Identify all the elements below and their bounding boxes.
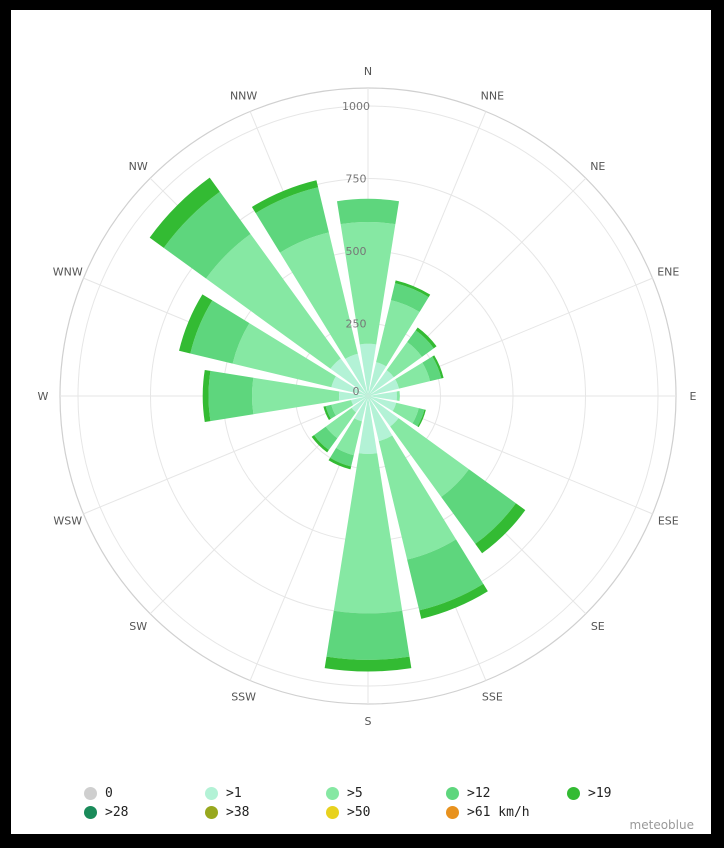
wedge-ssw-series-1 xyxy=(354,396,368,422)
wedge-w-series-2 xyxy=(252,377,340,415)
wedge-se-series-4 xyxy=(475,503,526,554)
wedge-sse-series-4 xyxy=(419,583,488,619)
direction-label-nnw: NNW xyxy=(230,90,257,103)
wedge-nw-series-4 xyxy=(149,177,220,248)
direction-label-ssw: SSW xyxy=(231,690,256,703)
direction-label-sw: SW xyxy=(129,620,147,633)
wedge-w-series-4 xyxy=(202,369,211,423)
wedge-e-series-2 xyxy=(396,390,400,402)
wedge-ssw-series-4 xyxy=(328,457,352,470)
direction-label-ne: NE xyxy=(590,160,605,173)
wedge-ene-series-2 xyxy=(395,362,431,389)
wedge-ene-series-1 xyxy=(368,379,400,396)
wedge-sse-series-3 xyxy=(407,539,484,611)
direction-label-nne: NNE xyxy=(481,90,504,103)
direction-label-se: SE xyxy=(591,620,605,633)
direction-label-e: E xyxy=(690,390,697,403)
radial-tick-label-250: 250 xyxy=(346,318,367,331)
wedge-wnw-series-2 xyxy=(232,323,336,388)
wedge-ssw-series-3 xyxy=(330,447,354,467)
direction-label-ese: ESE xyxy=(658,514,679,527)
wedge-nw-series-2 xyxy=(206,234,341,369)
wedge-s-series-2 xyxy=(333,453,403,614)
radial-tick-label-500: 500 xyxy=(346,245,367,258)
direction-label-sse: SSE xyxy=(482,690,503,703)
wedge-sw-series-3 xyxy=(314,426,338,450)
wedge-ene-series-4 xyxy=(432,355,444,379)
wedge-nne-series-4 xyxy=(394,280,431,298)
wedge-sse-series-2 xyxy=(378,435,457,560)
wedge-ne-series-4 xyxy=(415,327,437,349)
wedge-sw-series-2 xyxy=(325,407,357,439)
wedge-ne-series-1 xyxy=(368,370,394,396)
spoke-wsw xyxy=(83,395,369,515)
wedge-nne-series-3 xyxy=(390,283,429,312)
direction-label-n: N xyxy=(364,65,372,78)
wedge-s-series-3 xyxy=(326,610,410,660)
wedge-se-series-3 xyxy=(441,469,516,544)
wedge-nw-series-3 xyxy=(163,191,251,279)
wedge-n-series-3 xyxy=(336,198,400,225)
wedge-ese-series-1 xyxy=(368,396,397,412)
wedge-e-series-1 xyxy=(368,391,397,401)
wedge-n-series-1 xyxy=(359,343,377,396)
wedge-nne-series-1 xyxy=(368,362,387,396)
wedge-nnw-series-3 xyxy=(255,187,329,253)
wedge-wnw-series-1 xyxy=(331,376,368,396)
wedge-nnw-series-2 xyxy=(279,232,358,359)
wedge-w-series-1 xyxy=(339,391,368,401)
direction-label-w: W xyxy=(38,390,49,403)
wedge-s-series-1 xyxy=(358,396,378,454)
wedge-nw-series-1 xyxy=(330,358,368,396)
wedge-nne-series-2 xyxy=(376,300,420,367)
wedge-sse-series-1 xyxy=(368,396,393,442)
direction-label-wnw: WNW xyxy=(53,266,83,279)
direction-label-s: S xyxy=(365,715,372,728)
wedge-s-series-4 xyxy=(324,656,412,672)
wedge-ne-series-2 xyxy=(386,342,422,378)
wedge-se-series-1 xyxy=(368,396,399,427)
direction-label-wsw: WSW xyxy=(53,514,82,527)
wedge-ene-series-3 xyxy=(422,356,442,382)
wedge-nnw-series-1 xyxy=(345,353,368,396)
wedge-wnw-series-4 xyxy=(179,294,213,354)
wedge-w-series-3 xyxy=(208,370,254,422)
wedge-wsw-series-4 xyxy=(323,406,331,420)
wedge-ese-series-2 xyxy=(392,402,419,424)
wedge-ne-series-3 xyxy=(407,330,434,357)
direction-label-nw: NW xyxy=(129,160,148,173)
wedge-sw-series-1 xyxy=(351,396,368,413)
radial-tick-label-0: 0 xyxy=(353,385,360,398)
wedge-ese-series-3 xyxy=(412,408,425,427)
radial-tick-label-1000: 1000 xyxy=(342,100,370,113)
wedge-wnw-series-3 xyxy=(190,300,250,364)
wedge-se-series-2 xyxy=(390,418,469,497)
wedge-sw-series-4 xyxy=(311,435,329,453)
wedge-ssw-series-2 xyxy=(336,418,362,456)
wedge-n-series-2 xyxy=(340,221,396,345)
wedge-wsw-series-3 xyxy=(325,404,336,419)
wedge-nnw-series-4 xyxy=(251,180,319,214)
wedge-wsw-series-1 xyxy=(351,396,368,406)
wedge-wsw-series-2 xyxy=(331,400,354,416)
wedge-ese-series-4 xyxy=(417,409,426,428)
radial-tick-label-750: 750 xyxy=(346,173,367,186)
direction-label-ene: ENE xyxy=(657,266,679,279)
